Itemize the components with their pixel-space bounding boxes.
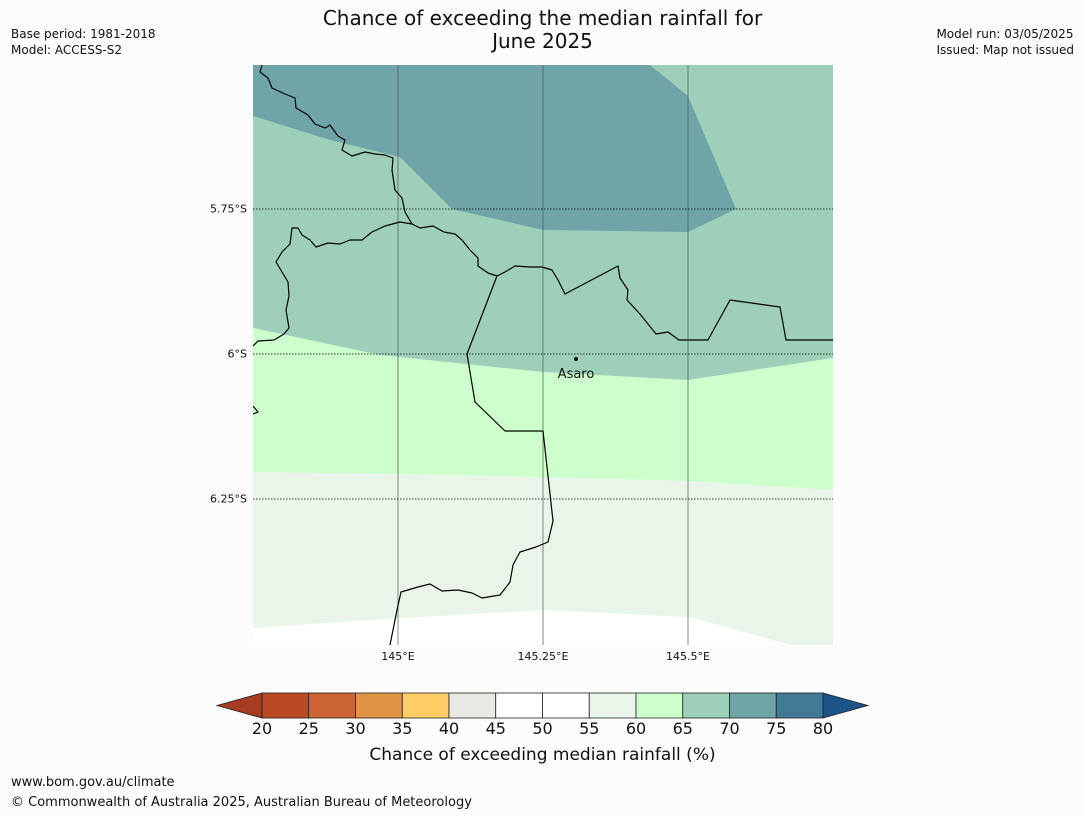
colorbar-tick-label: 35 (392, 719, 412, 738)
colorbar-tick-label: 20 (252, 719, 272, 738)
colorbar-segment (262, 693, 309, 718)
colorbar-segment (636, 693, 683, 718)
colorbar-tick-label: 80 (813, 719, 833, 738)
colorbar-tick-label: 55 (579, 719, 599, 738)
lat-label-5-75: 5.75°S (210, 203, 247, 216)
colorbar-arrow-low (217, 693, 262, 718)
lon-label-145-5: 145.5°E (666, 650, 710, 663)
colorbar-tick-label: 30 (345, 719, 365, 738)
colorbar-segment (449, 693, 496, 718)
colorbar-arrow-high (823, 693, 868, 718)
colorbar-tick-label: 60 (626, 719, 646, 738)
colorbar-segment (402, 693, 449, 718)
colorbar-segment (496, 693, 543, 718)
colorbar-label: Chance of exceeding median rainfall (%) (0, 745, 1085, 765)
colorbar-segment (776, 693, 823, 718)
lat-label-6: 6°S (228, 348, 247, 361)
colorbar-segment (543, 693, 590, 718)
asaro-marker (574, 357, 578, 361)
colorbar-segment (683, 693, 730, 718)
lat-label-6-25: 6.25°S (210, 493, 247, 506)
colorbar-tick-label: 75 (766, 719, 786, 738)
lon-label-145-25: 145.25°E (518, 650, 569, 663)
colorbar-segment (730, 693, 777, 718)
footer-url: www.bom.gov.au/climate (11, 775, 175, 790)
colorbar-tick-label: 45 (486, 719, 506, 738)
footer-copyright: © Commonwealth of Australia 2025, Austra… (11, 795, 472, 810)
lon-label-145: 145°E (381, 650, 414, 663)
colorbar-segment (589, 693, 636, 718)
colorbar-tick-label: 40 (439, 719, 459, 738)
map-panel: Asaro (0, 0, 1085, 690)
colorbar-tick-label: 65 (673, 719, 693, 738)
colorbar-tick-label: 50 (532, 719, 552, 738)
colorbar-segment (356, 693, 403, 718)
colorbar-tick-label: 70 (719, 719, 739, 738)
place-label-asaro: Asaro (558, 367, 595, 382)
colorbar-tick-label: 25 (299, 719, 319, 738)
colorbar-segment (309, 693, 356, 718)
